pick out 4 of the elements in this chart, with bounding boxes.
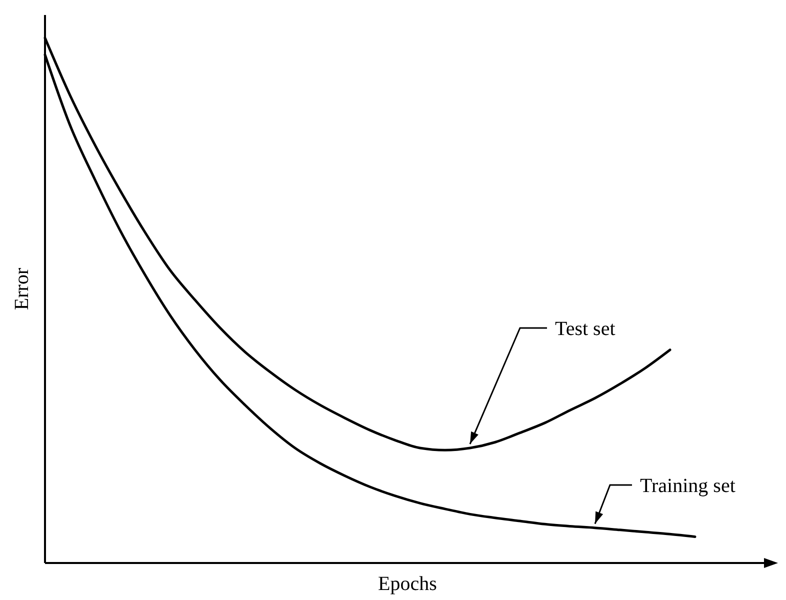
x-axis-title: Epochs: [378, 573, 438, 595]
y-axis-title: Error: [11, 268, 33, 310]
series-label: Test set: [555, 318, 616, 340]
series-label: Training set: [640, 475, 736, 497]
